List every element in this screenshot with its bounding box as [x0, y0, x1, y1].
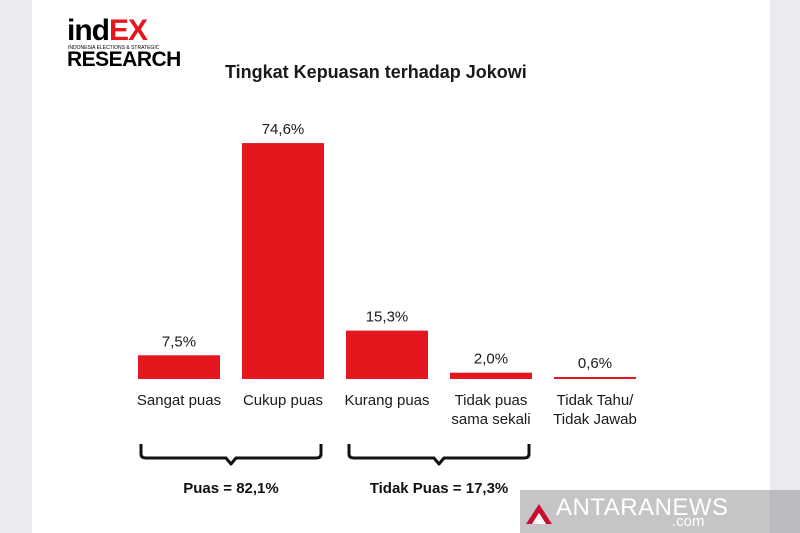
category-label-2-0: Kurang puas — [344, 392, 429, 409]
chart-card — [32, 0, 770, 533]
value-label-3: 2,0% — [474, 351, 508, 368]
category-label-1-0: Cukup puas — [243, 392, 323, 409]
group-bracket-0 — [139, 444, 323, 466]
group-bracket-1 — [347, 444, 531, 466]
group-label-1: Tidak Puas = 17,3% — [370, 480, 509, 497]
index-research-logo: indEX INDONESIA ELECTIONS & STRATEGIC RE… — [67, 14, 181, 76]
watermark-bar — [520, 490, 800, 533]
bar-2 — [346, 330, 428, 379]
category-label-4-0: Tidak Tahu/ — [557, 392, 635, 409]
category-label-4-1: Tidak Jawab — [553, 411, 637, 428]
logo-research: RESEARCH — [67, 48, 181, 71]
logo-word-start: ind — [67, 14, 110, 47]
category-label-0-0: Sangat puas — [137, 392, 221, 409]
watermark-text: ANTARANEWS — [556, 494, 729, 521]
value-label-1: 74,6% — [262, 121, 305, 138]
logo-word-end: EX — [109, 14, 148, 47]
logo-wordmark: indEX — [67, 14, 148, 47]
value-label-0: 7,5% — [162, 333, 196, 350]
bar-1 — [242, 143, 324, 379]
group-label-0: Puas = 82,1% — [183, 480, 278, 497]
bar-0 — [138, 355, 220, 379]
value-label-2: 15,3% — [366, 309, 409, 326]
category-label-3-1: sama sekali — [451, 411, 530, 428]
bar-3 — [450, 372, 532, 379]
bar-4 — [554, 377, 636, 379]
watermark-suffix: .com — [672, 513, 705, 530]
antara-logo-icon — [526, 504, 552, 524]
chart-title: Tingkat Kepuasan terhadap Jokowi — [225, 62, 527, 82]
category-label-3-0: Tidak puas — [455, 392, 528, 409]
value-label-4: 0,6% — [578, 355, 612, 372]
logo-tagline: INDONESIA ELECTIONS & STRATEGIC — [68, 45, 160, 51]
